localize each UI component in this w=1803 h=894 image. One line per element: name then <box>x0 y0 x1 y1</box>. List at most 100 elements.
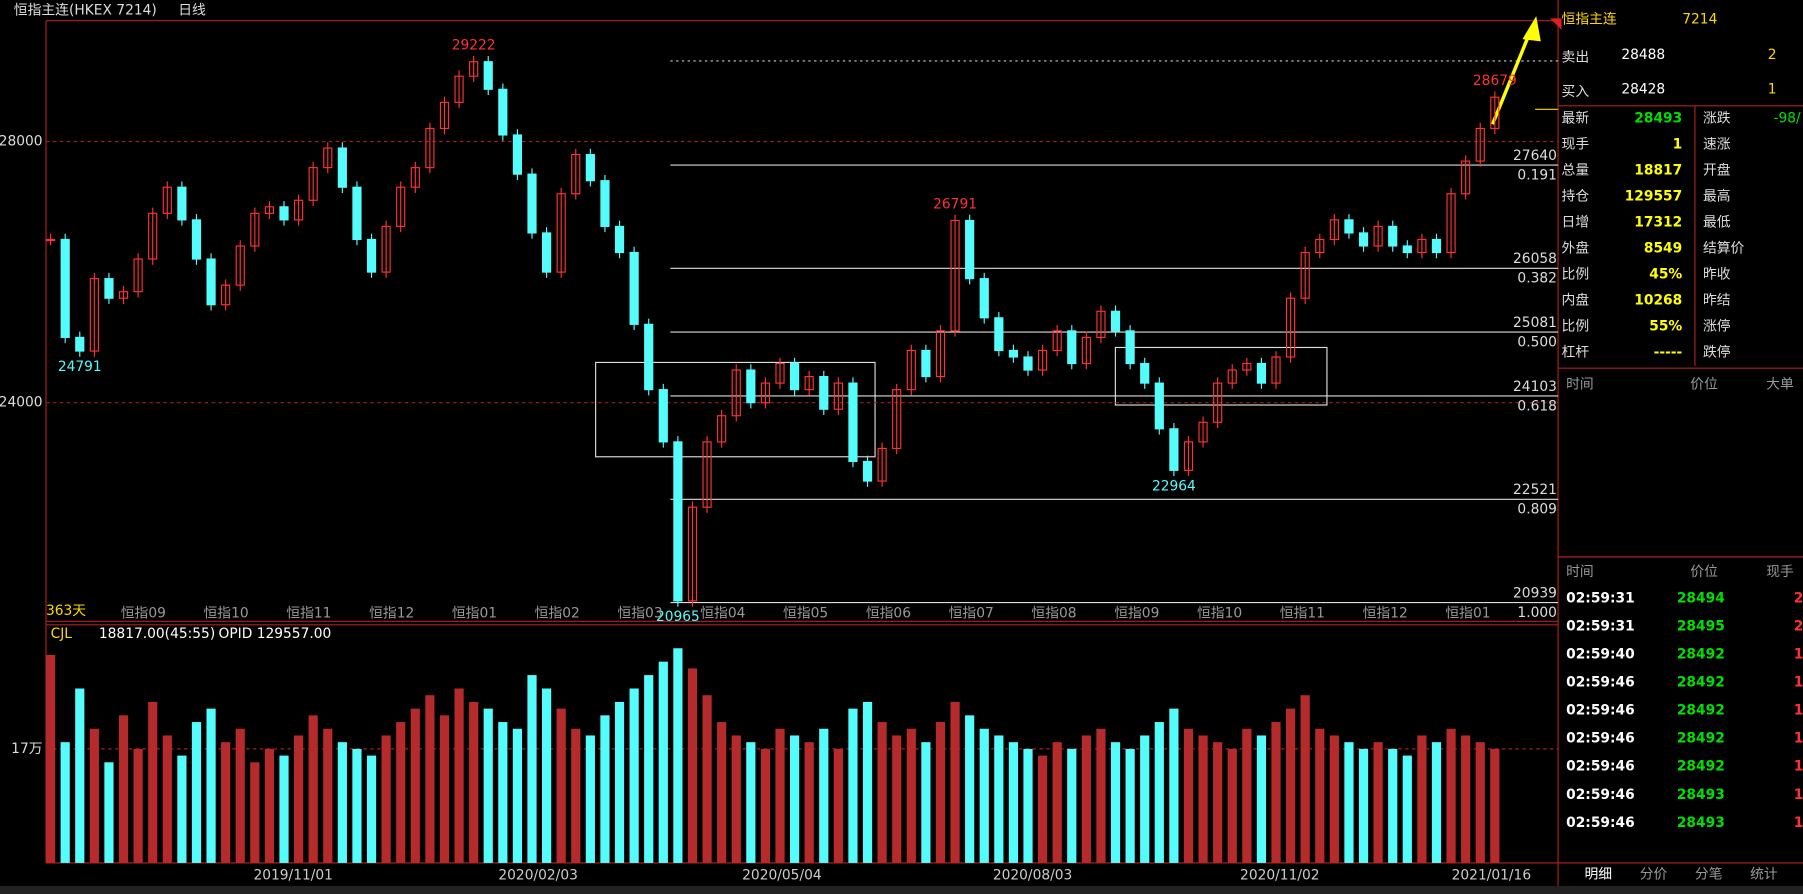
range-box <box>595 361 876 458</box>
volume-bar <box>1008 742 1019 863</box>
candle <box>396 186 406 227</box>
field-value: ----- <box>1654 345 1683 361</box>
volume-bar <box>804 742 814 863</box>
y-tick-label: 17万 <box>11 741 42 757</box>
symbol-title[interactable]: 恒指主连(HKEX 7214) <box>14 2 157 18</box>
volume-bar <box>819 728 829 863</box>
volume-bar <box>1285 708 1296 863</box>
candle <box>556 193 566 273</box>
tab[interactable]: 明细 <box>1585 866 1613 882</box>
volume-bar <box>1154 722 1164 863</box>
volume-bar <box>614 701 625 863</box>
candle <box>1008 349 1019 358</box>
volume-bar <box>1431 742 1442 863</box>
volume-bar <box>293 735 304 863</box>
candle <box>1271 356 1281 384</box>
volume-bar <box>1052 742 1062 863</box>
candle <box>1388 225 1398 247</box>
candle <box>352 186 362 241</box>
volume-bar <box>425 695 435 863</box>
tab[interactable]: 统计 <box>1750 866 1778 882</box>
candle <box>1358 232 1369 247</box>
fib-price: 26058 <box>1513 251 1557 267</box>
extreme-label: 26791 <box>933 196 977 212</box>
candle <box>527 173 537 234</box>
tab[interactable]: 分价 <box>1640 866 1668 882</box>
fib-ratio: 0.191 <box>1517 167 1556 183</box>
volume-bar <box>235 728 245 863</box>
volume-bar <box>541 688 552 863</box>
field-label: 速涨 <box>1703 137 1731 153</box>
trade-price: 28493 <box>1677 815 1725 831</box>
candle <box>89 278 99 352</box>
volume-bar <box>644 675 654 863</box>
trades-header: 价位 <box>1690 564 1718 580</box>
status-bar <box>0 885 1803 894</box>
volume-bar <box>104 762 114 863</box>
trade-time: 02:59:31 <box>1566 590 1635 606</box>
volume-bar <box>965 715 975 863</box>
volume-bar <box>585 735 595 863</box>
volume-bar <box>1037 755 1048 863</box>
buy-qty: 1 <box>1768 82 1777 98</box>
fib-ratio: 1.000 <box>1517 605 1556 621</box>
volume-bar <box>323 728 333 863</box>
fib-ratio: 0.382 <box>1517 271 1556 287</box>
volume-bar <box>994 735 1004 863</box>
field-label: 外盘 <box>1562 240 1590 257</box>
volume-bar <box>469 701 479 863</box>
volume-bar <box>1329 735 1339 863</box>
volume-bar <box>717 722 727 863</box>
volume-info: 18817.00(45:55) <box>99 626 215 642</box>
volume-bar <box>118 715 129 863</box>
buy-label: 买入 <box>1562 84 1590 100</box>
field-value: 28493 <box>1634 111 1682 127</box>
trade-time: 02:59:31 <box>1566 618 1635 634</box>
volume-bar <box>848 708 858 863</box>
candle <box>1125 330 1135 365</box>
field-label: 结算价 <box>1703 241 1745 257</box>
field-label: 比例 <box>1562 267 1590 283</box>
fib-ratio: 0.809 <box>1517 502 1556 518</box>
field-label: 现手 <box>1562 137 1590 153</box>
period-select[interactable]: 日线 <box>178 2 206 18</box>
volume-bar <box>1096 728 1106 863</box>
tab[interactable]: 分笔 <box>1695 866 1723 882</box>
field-label: 昨结 <box>1703 293 1731 309</box>
candle <box>1037 349 1048 371</box>
volume-bar <box>148 701 158 863</box>
days-label: 363天 <box>46 603 86 619</box>
field-value: 129557 <box>1625 189 1683 205</box>
field-label: 涨跌 <box>1703 111 1731 127</box>
volume-bar <box>1446 728 1456 863</box>
candle <box>483 61 493 90</box>
candle <box>877 447 887 482</box>
volume-bar <box>1388 748 1398 863</box>
candle <box>1052 330 1062 352</box>
candle <box>279 206 289 221</box>
candle <box>439 101 450 130</box>
candle <box>1183 441 1194 471</box>
candle <box>892 389 902 449</box>
candle <box>906 349 916 391</box>
volume-bar <box>1315 728 1325 863</box>
candle <box>1110 310 1121 332</box>
volume-bar <box>308 715 318 863</box>
candle <box>235 245 245 286</box>
volume-bar <box>396 722 406 863</box>
date-label: 2020/08/03 <box>993 868 1073 884</box>
trade-time: 02:59:46 <box>1566 675 1635 691</box>
y-tick-label: 24000 <box>0 395 43 411</box>
x-tick-label: 恒指09 <box>1114 605 1159 621</box>
candle <box>1285 297 1296 358</box>
candle <box>148 212 158 260</box>
x-tick-label: 恒指10 <box>204 605 249 621</box>
volume-bar <box>1373 742 1383 863</box>
volume-bar <box>862 701 873 863</box>
fib-price: 22521 <box>1513 482 1557 498</box>
x-tick-label: 恒指03 <box>617 605 662 621</box>
volume-bar <box>1227 748 1237 863</box>
trade-qty: 1 <box>1794 759 1803 775</box>
volume-bar <box>731 735 741 863</box>
volume-bar <box>1213 742 1223 863</box>
